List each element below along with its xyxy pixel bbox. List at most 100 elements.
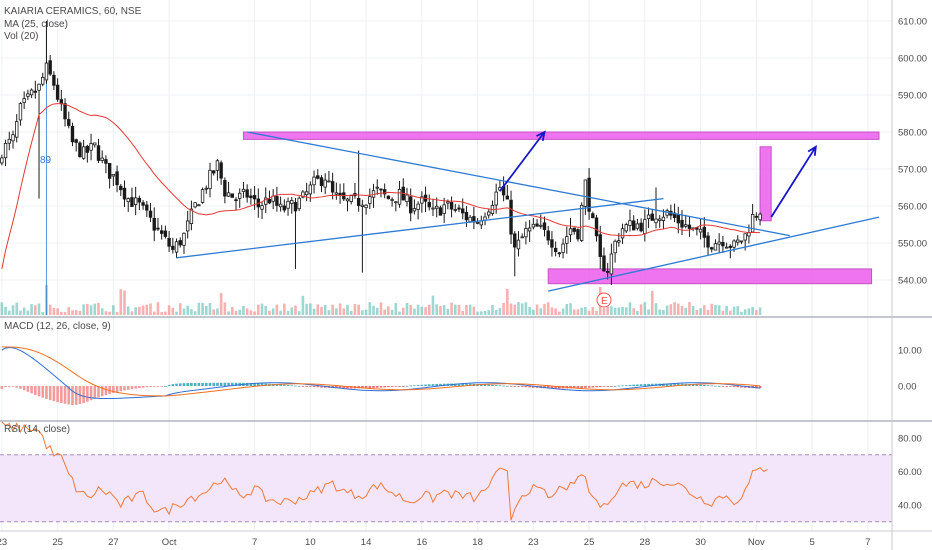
volume-bar — [138, 306, 141, 315]
candle-body — [479, 220, 484, 226]
macd-histogram-bar — [208, 382, 212, 386]
candle-body — [390, 199, 394, 201]
volume-bar — [472, 306, 476, 315]
macd-histogram-bar — [427, 384, 431, 386]
macd-histogram-bar — [453, 383, 457, 386]
macd-histogram-bar — [186, 383, 189, 386]
macd-histogram-bar — [34, 386, 37, 395]
candle-body — [442, 204, 446, 214]
volume-bar — [52, 307, 56, 315]
macd-histogram-bar — [710, 385, 714, 387]
candle-body — [275, 196, 279, 206]
candle-body — [245, 189, 249, 198]
macd-histogram-bar — [301, 386, 305, 387]
volume-bar — [275, 304, 279, 315]
price-axis-tick-label: 610.00 — [898, 17, 927, 28]
volume-bar — [413, 308, 416, 315]
candle-body — [643, 219, 647, 234]
macd-histogram-bar — [141, 386, 145, 388]
candle-body — [290, 200, 294, 204]
volume-bar — [149, 303, 152, 315]
volume-legend: Vol (20) — [4, 31, 38, 42]
candle-body — [446, 201, 450, 204]
macd-histogram-bar — [204, 382, 208, 386]
volume-bar — [502, 303, 505, 315]
volume-bar — [271, 308, 275, 315]
volume-bar — [580, 307, 583, 315]
earnings-event-marker[interactable]: E — [596, 292, 612, 308]
volume-bar — [420, 306, 424, 315]
candle-body — [156, 227, 160, 230]
candle-body — [111, 173, 116, 177]
macd-histogram-bar — [576, 386, 580, 389]
volume-bar — [550, 307, 554, 315]
trendlines — [176, 131, 880, 292]
volume-bar — [375, 307, 379, 315]
macd-histogram-bar — [595, 386, 598, 388]
time-axis-tick-label: 25 — [52, 537, 63, 548]
candle-body — [661, 216, 666, 221]
macd-histogram-bar — [457, 383, 461, 386]
candle-body — [312, 176, 316, 186]
volume-bar — [453, 304, 457, 315]
candlestick-series[interactable] — [0, 21, 762, 286]
lower-ascending-1 — [176, 197, 664, 259]
volume-bar — [658, 309, 662, 315]
candle-body — [542, 222, 547, 230]
volume-bar — [175, 311, 178, 315]
macd-histogram-bar — [45, 386, 48, 399]
time-axis-tick-label: 14 — [361, 537, 372, 548]
candle-body — [520, 236, 524, 239]
candle-body — [397, 189, 402, 205]
volume-bar — [290, 307, 294, 315]
candle-body — [26, 93, 30, 97]
candle-body — [416, 203, 420, 210]
candle-body — [67, 119, 71, 126]
macd-histogram-bar — [502, 385, 505, 387]
macd-histogram-bar — [624, 385, 628, 386]
candle-body — [431, 207, 435, 210]
volume-bar — [647, 309, 650, 315]
macd-histogram-bar — [383, 386, 386, 388]
volume-bar — [680, 305, 684, 315]
arrow-head — [536, 130, 546, 142]
candle-body — [728, 245, 733, 248]
candle-body — [334, 192, 339, 195]
candle-body — [635, 223, 640, 229]
volume-bar — [309, 303, 312, 315]
time-axis-tick-label: 7 — [252, 537, 257, 548]
macd-histogram-bar — [732, 386, 736, 388]
candle-body — [356, 197, 361, 206]
candle-body — [137, 197, 142, 203]
volume-bar — [740, 311, 743, 315]
candle-body — [710, 247, 714, 250]
candle-body — [624, 224, 628, 232]
volume-bar — [264, 305, 268, 315]
volume-bar — [602, 307, 606, 315]
arrow-up-2 — [770, 145, 817, 218]
candle-body — [739, 240, 744, 243]
volume-bar — [524, 302, 528, 315]
volume-bar — [543, 303, 546, 315]
candle-body — [553, 247, 558, 253]
volume-bar — [245, 308, 249, 315]
candle-body — [405, 194, 409, 203]
candle-body — [453, 209, 457, 211]
volume-bar — [468, 304, 472, 315]
volume-bar — [164, 311, 167, 315]
candle-body — [628, 220, 632, 226]
macd-histogram-bar — [123, 386, 126, 391]
volume-bar — [442, 305, 446, 315]
candle-body — [33, 90, 38, 93]
volume-bar — [327, 310, 331, 315]
macd-histogram-bar — [691, 384, 695, 386]
volume-bar — [160, 311, 163, 315]
price-axis-tick-label: 590.00 — [898, 91, 927, 102]
macd-histogram-bar — [558, 386, 561, 389]
macd-histogram-bar — [212, 382, 216, 386]
macd-axis-tick-label: 10.00 — [898, 346, 922, 357]
candle-body — [163, 230, 168, 237]
volume-bar — [294, 305, 297, 315]
candle-body — [724, 246, 729, 249]
